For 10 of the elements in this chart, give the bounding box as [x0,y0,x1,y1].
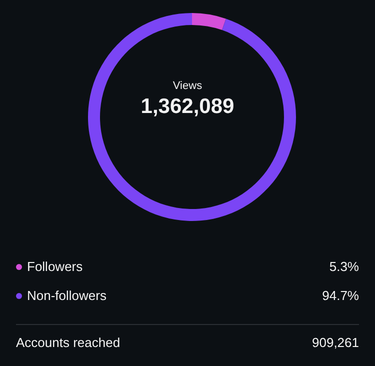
legend-label: Followers [27,259,84,274]
text: 909,261 [312,335,359,350]
text: 1,362,089 [140,95,236,119]
donut-slice [192,13,226,30]
text: Accounts reached [16,335,122,350]
legend-label: Non-followers [27,288,108,303]
donut-slice [88,13,296,221]
data-label: 5.3% [329,259,359,274]
text: Views [172,80,204,92]
data-label: 94.7% [322,288,359,303]
